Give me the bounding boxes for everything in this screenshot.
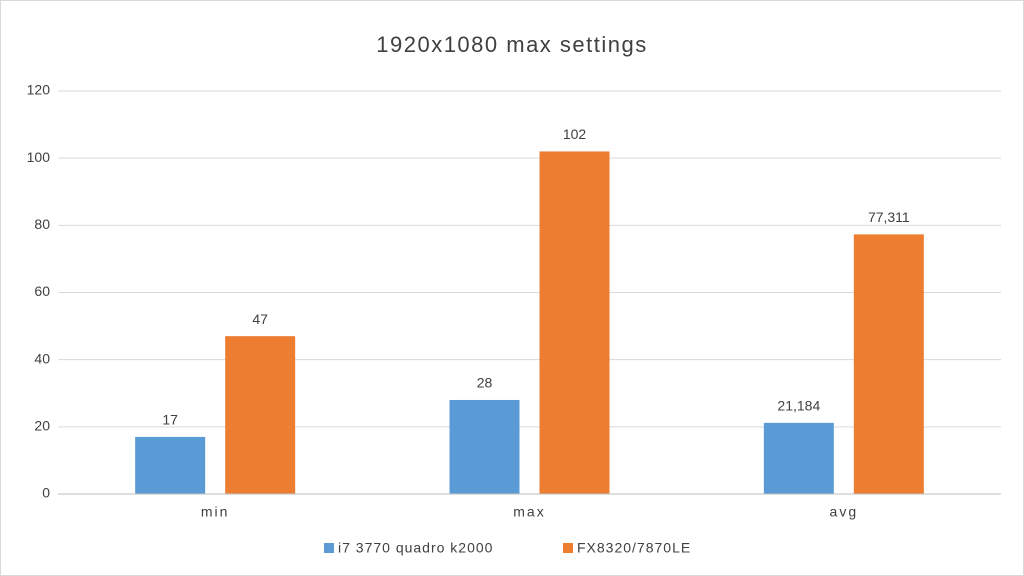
bar: [853, 234, 924, 494]
bar: [449, 399, 520, 494]
bar: [135, 436, 206, 494]
data-label: 28: [477, 375, 493, 391]
y-tick-label: 60: [34, 283, 50, 299]
data-label: 21,184: [777, 398, 820, 414]
legend-label: FX8320/7870LE: [577, 540, 691, 556]
x-tick-label: avg: [830, 504, 859, 520]
y-tick-label: 20: [34, 418, 50, 434]
y-tick-label: 40: [34, 350, 50, 366]
y-tick-label: 100: [27, 149, 51, 165]
bar: [763, 422, 834, 494]
bar: [225, 336, 296, 494]
chart-title: 1920x1080 max settings: [376, 32, 648, 57]
x-tick-label: max: [513, 504, 545, 520]
legend-label: i7 3770 quadro k2000: [338, 540, 493, 556]
data-label: 17: [162, 412, 178, 428]
bar: [539, 151, 610, 494]
legend-swatch: [563, 543, 573, 553]
data-label: 102: [563, 126, 587, 142]
data-label: 47: [252, 311, 268, 327]
y-tick-label: 0: [42, 485, 50, 501]
legend-swatch: [324, 543, 334, 553]
y-tick-label: 80: [34, 216, 50, 232]
y-tick-label: 120: [27, 82, 51, 98]
x-tick-label: min: [201, 504, 230, 520]
data-label: 77,311: [868, 209, 910, 225]
